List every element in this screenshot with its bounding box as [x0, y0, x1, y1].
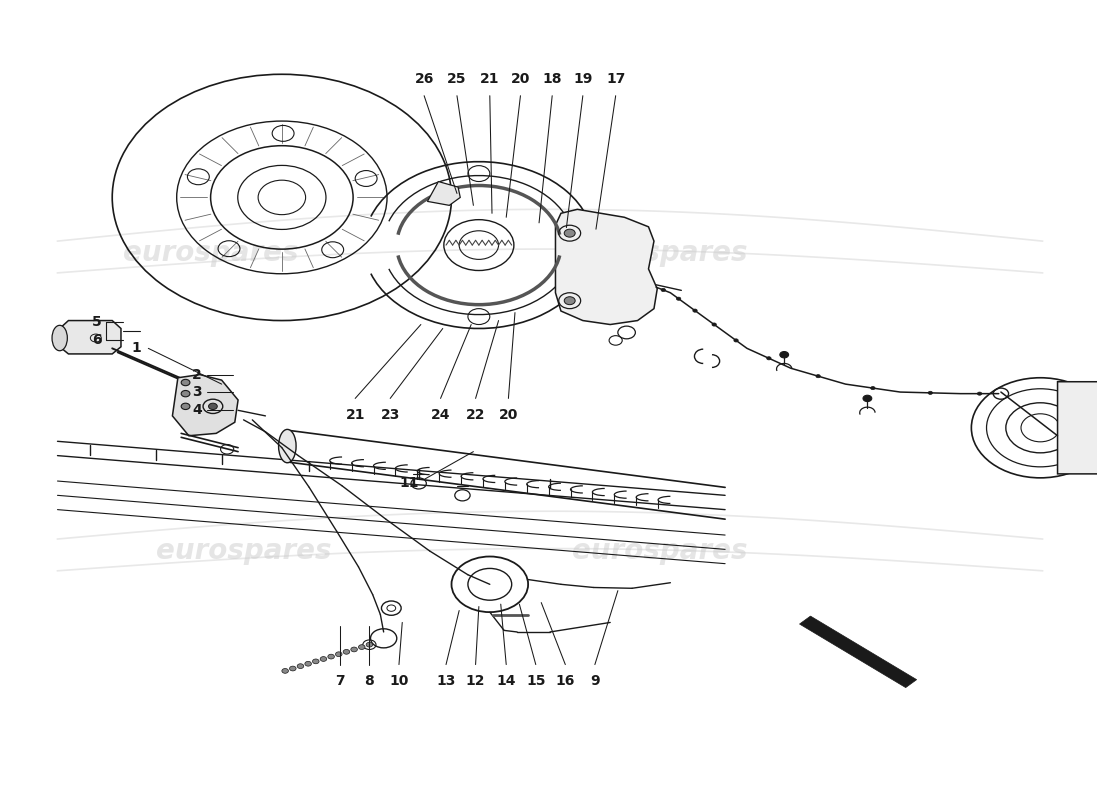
- Circle shape: [712, 323, 716, 326]
- Text: 18: 18: [542, 72, 562, 86]
- Text: 19: 19: [573, 72, 593, 86]
- Text: 15: 15: [526, 674, 546, 688]
- Circle shape: [182, 390, 190, 397]
- Text: 8: 8: [364, 674, 374, 688]
- Circle shape: [816, 374, 821, 378]
- Text: 1: 1: [132, 342, 142, 355]
- Circle shape: [366, 642, 373, 647]
- Circle shape: [182, 379, 190, 386]
- Circle shape: [343, 650, 350, 654]
- Text: 9: 9: [590, 674, 600, 688]
- Circle shape: [564, 229, 575, 237]
- Circle shape: [676, 297, 681, 300]
- Text: 21: 21: [480, 72, 499, 86]
- Text: 17: 17: [606, 72, 626, 86]
- Text: 6: 6: [91, 334, 101, 347]
- Text: 25: 25: [448, 72, 466, 86]
- Ellipse shape: [278, 430, 296, 462]
- Circle shape: [328, 654, 334, 659]
- Circle shape: [312, 659, 319, 664]
- Circle shape: [693, 309, 697, 312]
- Circle shape: [871, 386, 874, 390]
- Circle shape: [359, 645, 365, 650]
- Circle shape: [209, 403, 218, 410]
- Circle shape: [336, 652, 342, 657]
- Polygon shape: [800, 616, 916, 687]
- Text: 26: 26: [415, 72, 433, 86]
- Text: 22: 22: [465, 408, 485, 422]
- Text: eurospares: eurospares: [572, 537, 747, 565]
- Circle shape: [564, 297, 575, 305]
- Text: 13: 13: [437, 674, 455, 688]
- Circle shape: [767, 357, 771, 360]
- Text: eurospares: eurospares: [156, 537, 331, 565]
- Text: 2: 2: [192, 367, 202, 382]
- Circle shape: [351, 647, 358, 652]
- Polygon shape: [428, 182, 460, 206]
- Circle shape: [387, 605, 396, 611]
- Text: 10: 10: [389, 674, 409, 688]
- Text: 20: 20: [498, 408, 518, 422]
- Polygon shape: [1057, 382, 1100, 474]
- Circle shape: [661, 288, 666, 291]
- Circle shape: [297, 664, 304, 669]
- Text: 4: 4: [192, 402, 202, 417]
- Text: eurospares: eurospares: [572, 239, 747, 267]
- Circle shape: [978, 392, 982, 395]
- Text: 5: 5: [91, 315, 101, 329]
- Circle shape: [305, 662, 311, 666]
- Circle shape: [734, 339, 738, 342]
- Text: 7: 7: [336, 674, 344, 688]
- Text: 20: 20: [510, 72, 530, 86]
- Circle shape: [182, 403, 190, 410]
- Text: 24: 24: [431, 408, 450, 422]
- Text: eurospares: eurospares: [123, 239, 298, 267]
- Circle shape: [928, 391, 933, 394]
- Circle shape: [864, 395, 872, 402]
- Circle shape: [289, 666, 296, 671]
- Text: 16: 16: [556, 674, 575, 688]
- Text: 3: 3: [192, 385, 202, 399]
- Text: 14: 14: [496, 674, 516, 688]
- Circle shape: [780, 351, 789, 358]
- Text: 12: 12: [465, 674, 485, 688]
- Polygon shape: [173, 374, 238, 436]
- Polygon shape: [59, 321, 121, 354]
- Text: 11: 11: [399, 477, 419, 490]
- Ellipse shape: [52, 326, 67, 350]
- Text: 21: 21: [345, 408, 365, 422]
- Circle shape: [282, 669, 288, 674]
- Text: 23: 23: [381, 408, 400, 422]
- Circle shape: [320, 657, 327, 662]
- Polygon shape: [556, 210, 658, 325]
